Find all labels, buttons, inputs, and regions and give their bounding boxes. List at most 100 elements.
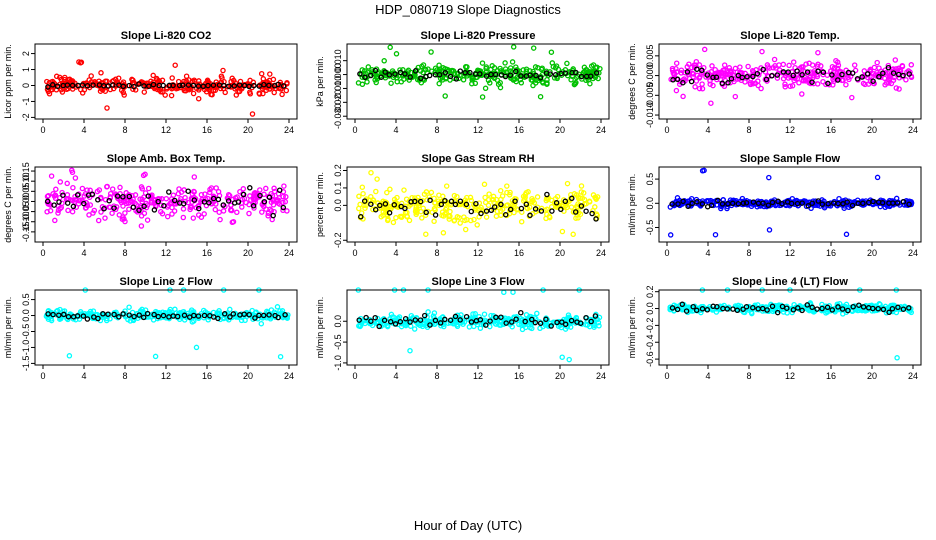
reference-point — [694, 199, 700, 205]
data-point — [749, 310, 755, 317]
data-points — [44, 59, 290, 117]
reference-point — [799, 307, 805, 314]
y-tick-label: 1 — [21, 67, 31, 72]
reference-point — [372, 67, 379, 74]
reference-point — [250, 203, 257, 209]
data-point — [130, 86, 136, 92]
data-point — [800, 64, 806, 70]
reference-point — [386, 72, 393, 78]
reference-point — [453, 76, 460, 82]
figure-title: HDP_080719 Slope Diagnostics — [375, 2, 561, 17]
data-point — [851, 62, 858, 68]
reference-point — [261, 198, 268, 205]
reference-point — [95, 197, 101, 203]
data-point — [497, 187, 504, 194]
data-point — [468, 217, 474, 224]
reference-point — [397, 318, 404, 325]
reference-point — [377, 202, 383, 209]
data-point — [442, 93, 448, 99]
data-point — [381, 58, 387, 64]
reference-point — [765, 202, 772, 208]
data-point — [247, 89, 253, 95]
data-point — [64, 180, 70, 187]
data-point — [570, 209, 577, 215]
data-point — [450, 320, 456, 327]
x-tick-label: 0 — [664, 125, 669, 135]
data-point — [773, 65, 779, 71]
data-point — [581, 64, 588, 71]
data-point — [418, 79, 425, 86]
x-tick-label: 0 — [352, 371, 357, 381]
data-point — [597, 65, 603, 72]
x-axis: 0 4 8 12 16 20 24 — [352, 119, 606, 135]
data-point — [415, 194, 421, 201]
reference-point — [685, 203, 691, 210]
x-tick-label: 20 — [243, 371, 253, 381]
data-point — [250, 79, 257, 86]
data-point — [514, 68, 521, 75]
reference-point — [824, 304, 831, 311]
reference-point — [151, 311, 157, 318]
reference-point — [392, 71, 398, 77]
data-point — [190, 310, 197, 316]
reference-point — [386, 210, 393, 216]
data-point — [208, 185, 215, 191]
data-point — [202, 191, 208, 197]
y-tick-label: -0.5 — [21, 324, 31, 340]
data-point — [428, 49, 434, 55]
panel-5: Slope Gas Stream RH 0 4 8 12 16 20 24 -0.2 0.0 0.1… — [315, 153, 610, 258]
reference-point — [864, 71, 871, 77]
y-tick-label: 0.2 — [333, 164, 343, 177]
reference-point — [674, 306, 681, 313]
data-point — [509, 59, 516, 65]
reference-point — [155, 313, 162, 320]
data-point — [210, 193, 217, 199]
x-axis: 0 4 8 12 16 20 24 — [352, 365, 606, 381]
reference-point — [815, 68, 821, 74]
reference-point — [275, 314, 281, 321]
data-point — [384, 217, 391, 224]
data-points — [668, 46, 915, 106]
data-point — [498, 196, 504, 203]
reference-point — [750, 199, 757, 205]
reference-point — [690, 303, 696, 310]
x-tick-label: 4 — [705, 371, 710, 381]
reference-point — [498, 201, 504, 208]
data-point — [234, 209, 240, 216]
data-point — [216, 209, 222, 215]
reference-point — [750, 304, 756, 311]
data-point — [721, 62, 728, 68]
panel-title: Slope Sample Flow — [740, 153, 841, 165]
data-point — [172, 62, 178, 68]
data-point — [530, 45, 537, 51]
reference-point — [775, 198, 781, 205]
reference-point — [743, 303, 750, 310]
reference-point — [436, 71, 443, 78]
data-point — [593, 195, 599, 201]
data-point — [782, 81, 788, 87]
data-point — [208, 91, 214, 98]
x-tick-label: 16 — [826, 248, 836, 258]
x-tick-label: 12 — [785, 125, 795, 135]
data-point — [567, 324, 574, 330]
data-point — [704, 198, 710, 205]
reference-point — [513, 68, 519, 75]
reference-point — [549, 208, 555, 214]
data-point — [558, 324, 565, 331]
x-axis: 0 4 8 12 16 20 24 — [664, 119, 918, 135]
data-point — [836, 195, 842, 202]
reference-point — [710, 74, 716, 81]
data-point — [171, 208, 178, 214]
reference-point — [730, 306, 736, 312]
reference-point — [276, 187, 283, 193]
y-axis-label: ml/min per min. — [315, 297, 325, 359]
data-point — [82, 205, 89, 211]
reference-point — [54, 83, 61, 89]
data-point — [479, 94, 486, 100]
data-point — [46, 91, 53, 97]
reference-point — [854, 76, 861, 82]
data-point — [360, 190, 366, 197]
data-point — [421, 191, 428, 197]
reference-point — [900, 199, 907, 205]
data-point — [568, 77, 574, 83]
